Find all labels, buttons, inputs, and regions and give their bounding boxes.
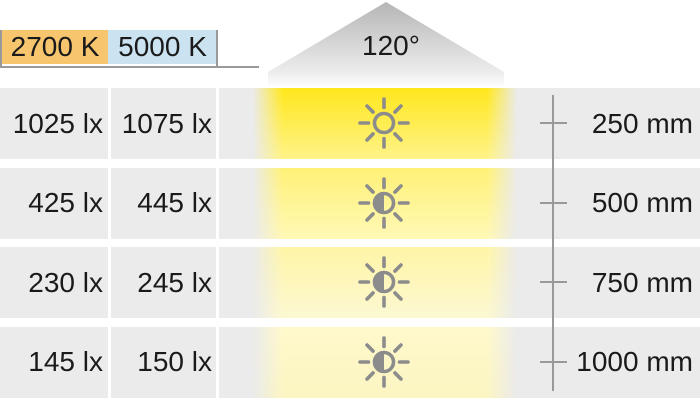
column-divider bbox=[108, 326, 111, 398]
sun-outline-icon bbox=[358, 97, 410, 149]
lux-value-2700k: 425 lx bbox=[28, 187, 103, 218]
column-divider bbox=[216, 326, 219, 398]
color-temp-5000k-box: 5000 K bbox=[108, 30, 217, 64]
color-temp-2700k-box: 2700 K bbox=[2, 30, 108, 64]
column-divider bbox=[216, 167, 219, 239]
table-row: 230 lx 245 lx 750 mm bbox=[0, 247, 700, 318]
column-divider bbox=[108, 88, 111, 159]
column-divider bbox=[108, 247, 111, 318]
lux-value-5000k: 150 lx bbox=[137, 346, 212, 377]
sun-half-icon bbox=[358, 335, 410, 388]
beam-cone-fade bbox=[268, 72, 504, 88]
beam-angle-label: 120° bbox=[362, 30, 420, 61]
lux-value-2700k: 230 lx bbox=[28, 266, 103, 298]
column-divider bbox=[108, 167, 111, 239]
lux-value-2700k: 1025 lx bbox=[12, 107, 103, 139]
distance-ruler-line bbox=[552, 95, 554, 391]
table-row: 425 lx 445 lx 500 mm bbox=[0, 167, 700, 239]
lux-value-5000k: 445 lx bbox=[137, 187, 212, 218]
header-rule-right bbox=[216, 30, 218, 68]
distance-label: 250 mm bbox=[591, 107, 693, 139]
lux-value-5000k: 1075 lx bbox=[121, 107, 212, 139]
lux-value-5000k: 245 lx bbox=[137, 266, 212, 298]
table-row: 145 lx 150 lx 1000 mm bbox=[0, 326, 700, 398]
header-rule-left bbox=[0, 30, 2, 68]
lux-value-2700k: 145 lx bbox=[28, 346, 103, 377]
column-divider bbox=[216, 88, 219, 159]
sun-half-icon bbox=[358, 176, 410, 229]
table-row: 1025 lx 1075 lx 250 mm bbox=[0, 88, 700, 159]
sun-half-icon bbox=[358, 256, 410, 308]
distance-label: 1000 mm bbox=[576, 346, 693, 377]
column-divider bbox=[216, 247, 219, 318]
header-underline bbox=[0, 66, 259, 68]
distance-label: 750 mm bbox=[591, 266, 693, 298]
distance-label: 500 mm bbox=[591, 187, 693, 218]
